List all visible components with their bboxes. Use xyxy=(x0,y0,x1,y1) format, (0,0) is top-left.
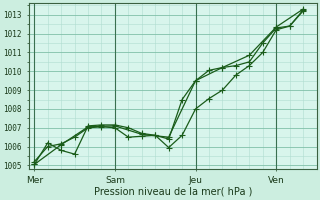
X-axis label: Pression niveau de la mer( hPa ): Pression niveau de la mer( hPa ) xyxy=(93,187,252,197)
